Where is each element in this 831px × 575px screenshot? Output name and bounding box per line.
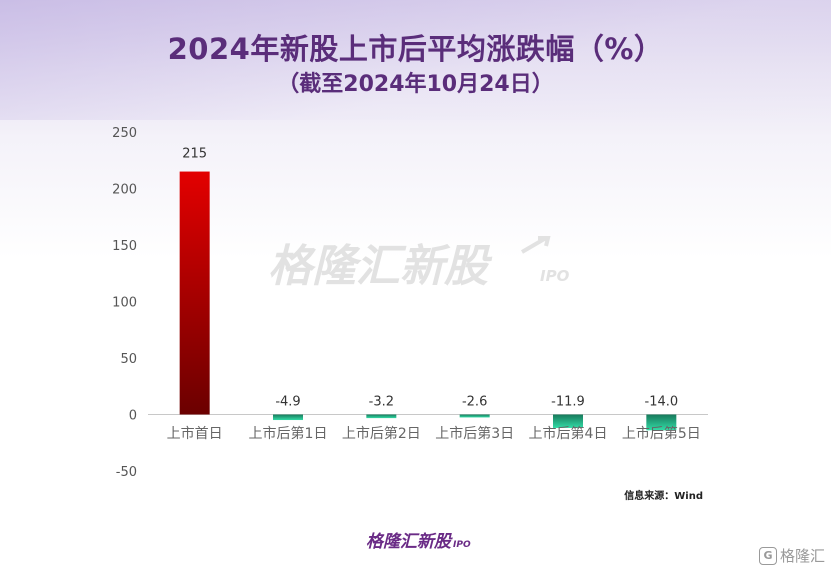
corner-watermark: G 格隆汇 xyxy=(758,545,825,566)
x-tick-label-2: 上市后第1日 xyxy=(249,425,328,442)
data-label-1: 215 xyxy=(182,147,207,162)
x-tick-label-1: 上市首日 xyxy=(167,425,223,442)
corner-logo-icon: G xyxy=(758,546,777,565)
y-tick-label: 250 xyxy=(112,126,137,141)
brand-logo: 格隆汇新股 IPO xyxy=(366,527,471,552)
bar-2 xyxy=(273,414,303,421)
x-tick-label-4: 上市后第3日 xyxy=(435,425,514,442)
corner-watermark-text: 格隆汇 xyxy=(779,547,825,565)
watermark-logo: 格隆汇新股 IPO xyxy=(268,236,570,292)
chart-subtitle: （截至2024年10月24日） xyxy=(277,72,554,97)
y-tick-label: 200 xyxy=(112,183,137,198)
brand-ipo: IPO xyxy=(453,540,471,550)
bar-3 xyxy=(366,414,397,419)
x-tick-label-5: 上市后第4日 xyxy=(529,425,608,442)
data-label-3: -3.2 xyxy=(369,395,394,410)
source-note: 信息来源：Wind xyxy=(624,491,703,502)
bar-1 xyxy=(179,171,210,415)
y-tick-label: 50 xyxy=(120,352,137,367)
y-tick-label: 150 xyxy=(112,239,137,254)
bar-6 xyxy=(646,414,677,431)
brand-text: 格隆汇新股 xyxy=(366,532,451,552)
watermark-ipo: IPO xyxy=(540,267,570,285)
x-tick-label-6: 上市后第5日 xyxy=(622,425,701,442)
bar-5 xyxy=(553,414,583,428)
y-tick-label: 0 xyxy=(129,409,137,424)
y-tick-label: 100 xyxy=(112,296,137,311)
data-label-6: -14.0 xyxy=(645,395,679,410)
data-label-2: -4.9 xyxy=(275,395,300,410)
watermark-arrow-icon xyxy=(520,236,551,254)
data-label-5: -11.9 xyxy=(551,395,585,410)
y-tick-label: -50 xyxy=(116,465,137,480)
data-label-4: -2.6 xyxy=(462,395,487,410)
watermark-text: 格隆汇新股 xyxy=(268,241,493,292)
bar-4 xyxy=(459,414,490,418)
chart-title: 2024年新股上市后平均涨跌幅（%） xyxy=(167,32,664,66)
x-tick-label-3: 上市后第2日 xyxy=(342,425,421,442)
